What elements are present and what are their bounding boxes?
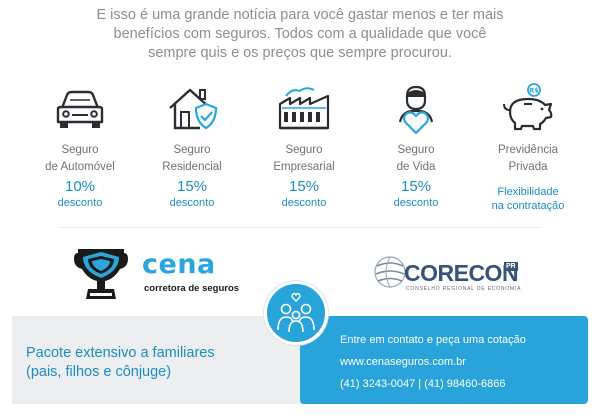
trophy-shield-icon — [74, 249, 128, 299]
family-icon — [277, 292, 315, 333]
cena-brand: cena — [142, 249, 216, 280]
discount-percent: 15% — [176, 178, 208, 195]
intro-line-2: benefícios com seguros. Todos com a qual… — [113, 26, 487, 42]
discount-percent: 10% — [64, 178, 96, 195]
discount-label: desconto — [281, 197, 327, 209]
contact-website-link[interactable]: www.cenaseguros.com.br — [340, 356, 466, 368]
corecon-word: CORECON — [404, 260, 519, 286]
corecon-subtitle: CONSELHO REGIONAL DE ECONOMIA — [406, 286, 522, 292]
family-panel: Pacote extensivo a familiares (pais, fil… — [12, 316, 312, 404]
globe-icon — [374, 256, 406, 288]
cena-tagline: corretora de seguros — [144, 283, 240, 294]
product-auto: Seguro de Automóvel 10% desconto — [24, 82, 136, 210]
corecon-logo: CORECON PR CONSELHO REGIONAL DE ECONOMIA — [370, 250, 530, 300]
discount-label: desconto — [169, 197, 215, 209]
contact-phones[interactable]: (41) 3243-0047 | (41) 98460-6866 — [340, 378, 506, 390]
divider — [60, 227, 540, 228]
corecon-badge: PR — [504, 262, 518, 271]
house-shield-icon — [169, 88, 218, 130]
discount-percent: 15% — [288, 178, 320, 195]
product-life: Seguro de Vida 15% desconto — [360, 82, 472, 210]
family-badge — [264, 281, 328, 345]
product-list: Seguro de Automóvel 10% desconto Seguro … — [20, 82, 580, 217]
family-text: Pacote extensivo a familiares (pais, fil… — [26, 344, 215, 382]
contact-panel: Entre em contato e peça uma cotação www.… — [300, 316, 588, 404]
product-name: Seguro Residencial — [162, 144, 222, 173]
discount-label: desconto — [393, 197, 439, 209]
product-name: Previdência Privada — [497, 144, 559, 173]
product-pension: R$ Previdência Privada Flexibilidade na … — [472, 82, 584, 213]
car-icon — [56, 90, 104, 128]
contact-cta: Entre em contato e peça uma cotação — [340, 334, 526, 346]
factory-icon — [278, 87, 330, 130]
product-name: Seguro Empresarial — [273, 144, 335, 173]
discount-label: desconto — [57, 197, 103, 209]
family-line-2: (pais, filhos e cônjuge) — [26, 364, 172, 380]
flexibility-label: Flexibilidade na contratação — [491, 186, 565, 212]
intro-line-3: sempre quis e os preços que sempre procu… — [148, 45, 452, 61]
intro-line-1: E isso é uma grande notícia para você ga… — [96, 7, 504, 23]
person-heart-icon — [398, 85, 434, 135]
product-business: Seguro Empresarial 15% desconto — [248, 82, 360, 210]
piggy-bank-icon: R$ — [503, 83, 553, 131]
svg-text:R$: R$ — [529, 87, 539, 95]
product-name: Seguro de Automóvel — [45, 144, 115, 173]
family-line-1: Pacote extensivo a familiares — [26, 345, 215, 361]
product-name: Seguro de Vida — [396, 144, 436, 173]
intro-text: E isso é uma grande notícia para você ga… — [40, 6, 560, 63]
discount-percent: 15% — [400, 178, 432, 195]
product-home: Seguro Residencial 15% desconto — [136, 82, 248, 210]
cena-logo: cena corretora de seguros — [70, 243, 260, 305]
